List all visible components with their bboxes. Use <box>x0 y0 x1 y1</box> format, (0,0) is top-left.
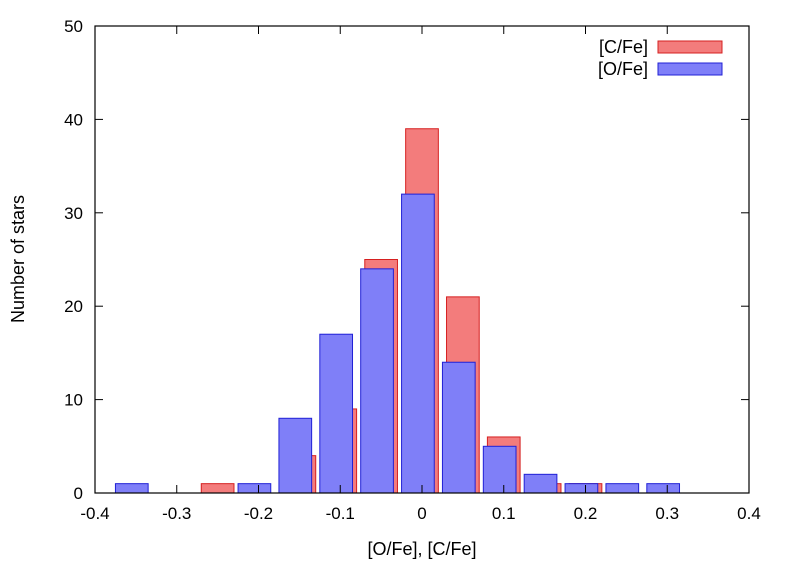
legend-swatch-series1 <box>657 40 723 54</box>
bars-layer <box>114 128 681 494</box>
bar-series2-3 <box>319 333 354 494</box>
bar-series2-5 <box>401 193 435 494</box>
x-tick-label: 0 <box>417 504 426 523</box>
y-tick-label: 50 <box>64 17 83 36</box>
legend-label-series1: [C/Fe] <box>599 37 648 57</box>
legend-swatch-series2 <box>657 62 723 76</box>
x-tick-label: 0.4 <box>737 504 761 523</box>
y-tick-label: 20 <box>64 297 83 316</box>
y-axis-title: Number of stars <box>8 195 28 323</box>
y-tick-label: 10 <box>64 391 83 410</box>
bar-series2-7 <box>482 445 517 494</box>
bar-series2-10 <box>605 483 640 494</box>
legend-label-series2: [O/Fe] <box>598 59 648 79</box>
x-tick-label: -0.2 <box>244 504 273 523</box>
legend: [C/Fe][O/Fe] <box>598 37 723 79</box>
bar-series2-9 <box>564 483 599 494</box>
bar-series2-1 <box>237 483 272 494</box>
x-tick-label: 0.1 <box>492 504 516 523</box>
bar-series1-0 <box>200 483 235 494</box>
y-tick-label: 0 <box>74 484 83 503</box>
bar-series2-0 <box>114 483 149 494</box>
x-tick-label: 0.3 <box>655 504 679 523</box>
ticks-layer: -0.4 -0.3 -0.2 -0.1 0 0.1 0.2 0.3 0.4 0 10 20 30 40 50 <box>64 17 761 523</box>
bar-series2-6 <box>441 361 476 494</box>
x-axis-title: [O/Fe], [C/Fe] <box>367 539 476 559</box>
x-tick-label: 0.2 <box>574 504 598 523</box>
y-tick-label: 30 <box>64 204 83 223</box>
x-tick-label: -0.3 <box>162 504 191 523</box>
x-tick-label: -0.4 <box>80 504 109 523</box>
x-tick-label: -0.1 <box>326 504 355 523</box>
bar-series2-11 <box>646 483 681 494</box>
bar-series2-2 <box>278 417 313 494</box>
bar-series2-8 <box>523 473 558 494</box>
bar-series2-4 <box>360 268 394 494</box>
y-tick-label: 40 <box>64 110 83 129</box>
